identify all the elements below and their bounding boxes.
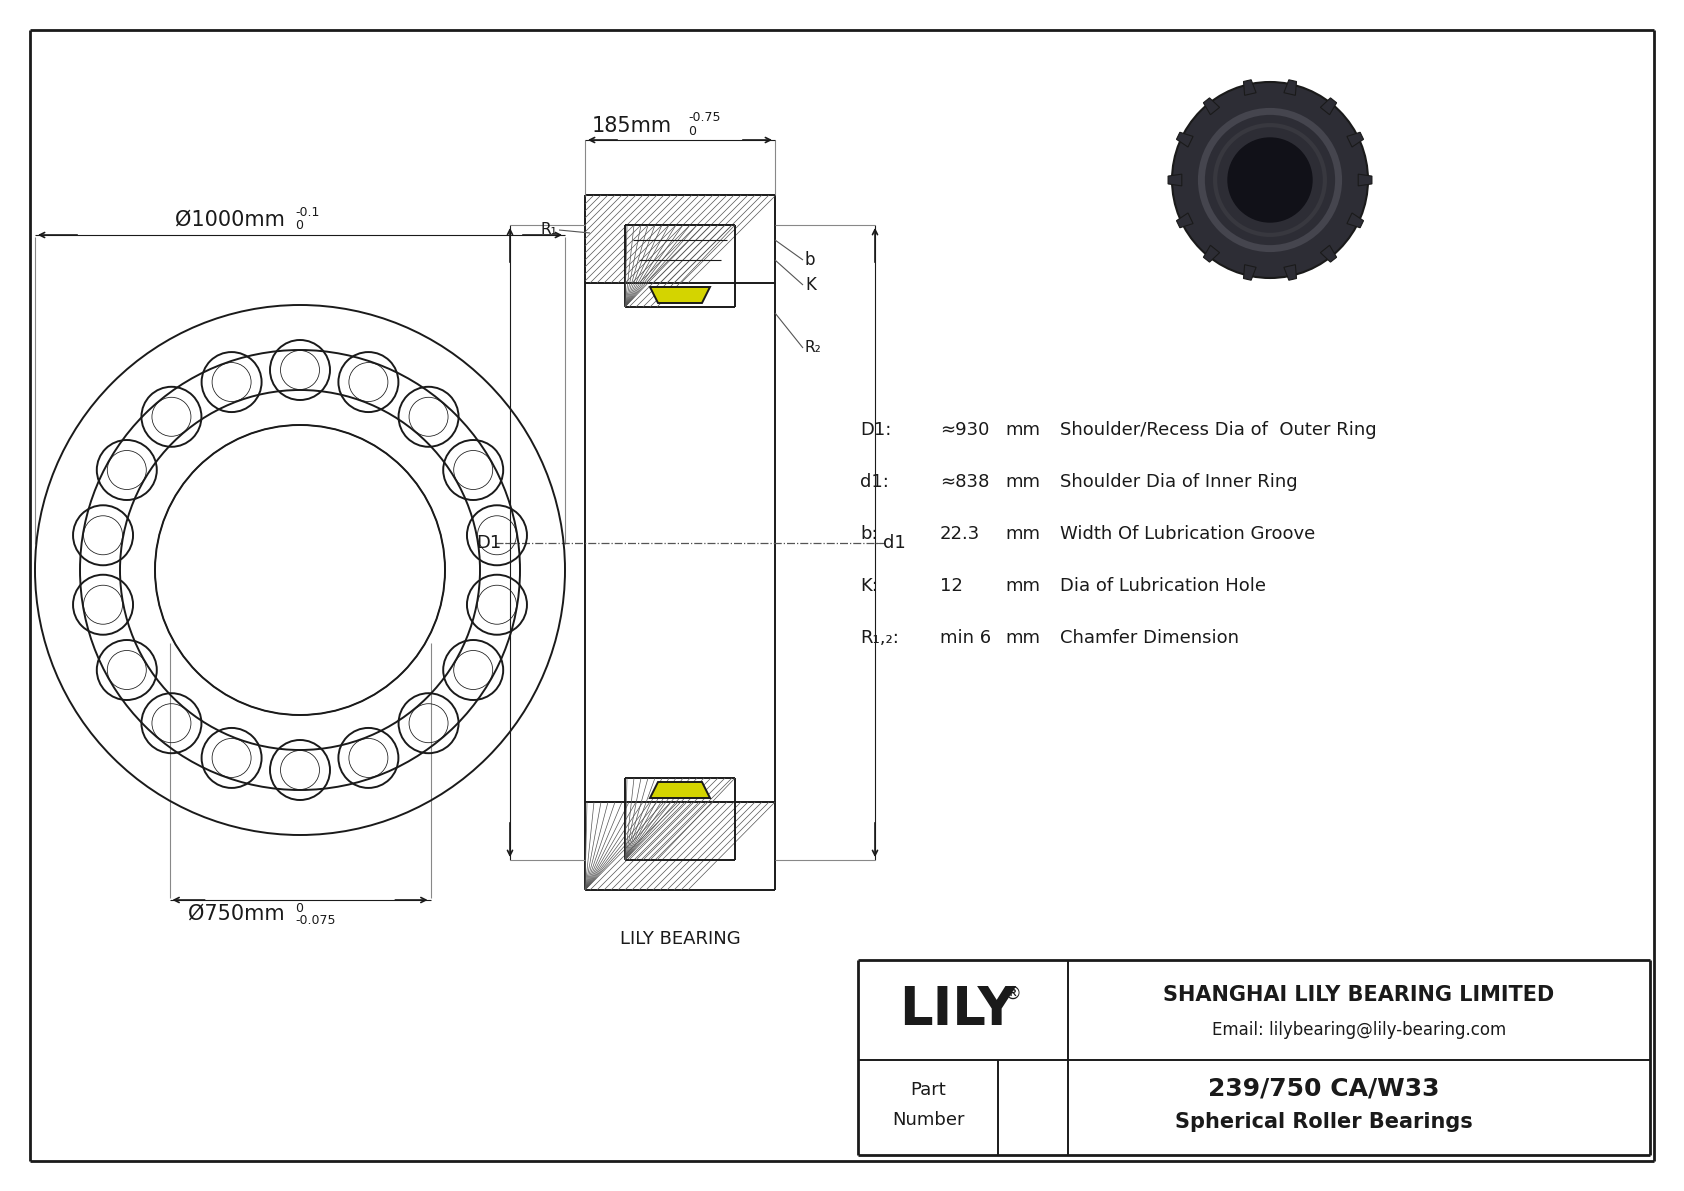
Polygon shape <box>1283 264 1297 280</box>
Text: min 6: min 6 <box>940 629 992 647</box>
Polygon shape <box>1243 264 1256 280</box>
Text: -0.75: -0.75 <box>689 111 721 124</box>
Text: D1: D1 <box>477 534 502 551</box>
Polygon shape <box>1177 213 1192 227</box>
Text: Ø750mm: Ø750mm <box>189 904 285 924</box>
Text: 22.3: 22.3 <box>940 525 980 543</box>
Polygon shape <box>1169 174 1182 186</box>
Text: b: b <box>805 251 815 269</box>
Text: Email: lilybearing@lily-bearing.com: Email: lilybearing@lily-bearing.com <box>1212 1021 1505 1039</box>
Text: d1:: d1: <box>861 473 889 491</box>
Polygon shape <box>650 287 711 303</box>
Text: -0.075: -0.075 <box>295 913 335 927</box>
Text: K: K <box>805 276 815 294</box>
Text: 239/750 CA/W33: 239/750 CA/W33 <box>1207 1075 1440 1100</box>
Text: mm: mm <box>1005 473 1041 491</box>
Text: Dia of Lubrication Hole: Dia of Lubrication Hole <box>1059 576 1266 596</box>
Text: Ø1000mm: Ø1000mm <box>175 210 285 230</box>
Text: 185mm: 185mm <box>591 116 672 136</box>
Text: mm: mm <box>1005 525 1041 543</box>
Text: 0: 0 <box>295 219 303 232</box>
Polygon shape <box>1359 174 1372 186</box>
Text: LILY: LILY <box>899 984 1017 1036</box>
Text: 12: 12 <box>940 576 963 596</box>
Text: 0: 0 <box>689 125 695 138</box>
Polygon shape <box>1243 80 1256 95</box>
Polygon shape <box>1204 245 1219 262</box>
Text: Number: Number <box>893 1111 965 1129</box>
Text: R₁,₂:: R₁,₂: <box>861 629 899 647</box>
Text: Spherical Roller Bearings: Spherical Roller Bearings <box>1175 1112 1474 1131</box>
Text: Shoulder/Recess Dia of  Outer Ring: Shoulder/Recess Dia of Outer Ring <box>1059 420 1376 439</box>
Text: R₂: R₂ <box>805 341 822 355</box>
Text: D1:: D1: <box>861 420 891 439</box>
Text: mm: mm <box>1005 629 1041 647</box>
Text: ≈930: ≈930 <box>940 420 990 439</box>
Polygon shape <box>1320 98 1337 114</box>
Polygon shape <box>1204 98 1219 114</box>
Text: Width Of Lubrication Groove: Width Of Lubrication Groove <box>1059 525 1315 543</box>
Text: d1: d1 <box>882 534 906 551</box>
Circle shape <box>1172 82 1367 278</box>
Text: mm: mm <box>1005 576 1041 596</box>
Text: 0: 0 <box>295 902 303 915</box>
Text: b:: b: <box>861 525 877 543</box>
Text: R₁: R₁ <box>541 223 557 237</box>
Text: K:: K: <box>861 576 877 596</box>
Text: mm: mm <box>1005 420 1041 439</box>
Text: Shoulder Dia of Inner Ring: Shoulder Dia of Inner Ring <box>1059 473 1298 491</box>
Text: Part: Part <box>909 1081 946 1099</box>
Polygon shape <box>1177 132 1192 146</box>
Text: LILY BEARING: LILY BEARING <box>620 930 741 948</box>
Text: -0.1: -0.1 <box>295 206 320 219</box>
Circle shape <box>1228 138 1312 222</box>
Polygon shape <box>650 782 711 798</box>
Polygon shape <box>1320 245 1337 262</box>
Text: ®: ® <box>1004 985 1022 1003</box>
Polygon shape <box>1347 132 1364 146</box>
Polygon shape <box>1283 80 1297 95</box>
Text: SHANGHAI LILY BEARING LIMITED: SHANGHAI LILY BEARING LIMITED <box>1164 985 1554 1005</box>
Text: ≈838: ≈838 <box>940 473 990 491</box>
Polygon shape <box>1347 213 1364 227</box>
Text: Chamfer Dimension: Chamfer Dimension <box>1059 629 1239 647</box>
